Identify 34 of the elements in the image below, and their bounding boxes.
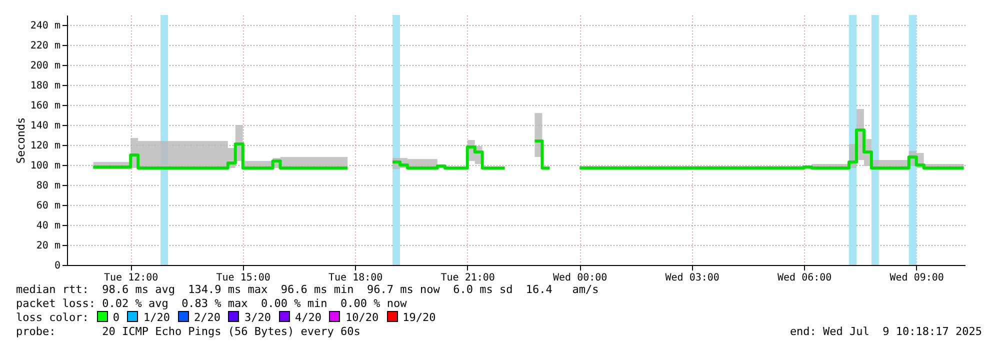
text: 4/20 bbox=[294, 311, 322, 324]
y-tick-label: 140 m bbox=[30, 120, 60, 132]
text: loss color: bbox=[16, 311, 89, 324]
y-tick-label: 160 m bbox=[30, 100, 60, 112]
text: 19/20 bbox=[402, 311, 436, 324]
x-tick-label: Wed 03:00 bbox=[665, 272, 720, 284]
y-tick-label: 100 m bbox=[30, 160, 60, 172]
y-tick-label: 200 m bbox=[30, 60, 60, 72]
x-tick-label: Tue 12:00 bbox=[104, 272, 158, 284]
x-tick-label: Tue 21:00 bbox=[440, 272, 495, 284]
text: probe: 20 ICMP Echo Pings (56 Bytes) every 60s bbox=[16, 325, 360, 338]
y-tick-label: 20 m bbox=[36, 240, 60, 252]
y-tick-label: 80 m bbox=[36, 180, 60, 192]
text: 0 bbox=[112, 311, 120, 324]
text: 2/20 bbox=[194, 311, 220, 324]
y-tick-label: 240 m bbox=[30, 20, 60, 32]
y-tick-label: 180 m bbox=[30, 80, 60, 92]
text: 1/20 bbox=[143, 311, 170, 324]
y-axis-title: Seconds bbox=[14, 117, 28, 164]
text: median rtt: 98.6 ms avg 134.9 ms max 96.6 ms min 96.7 ms now 6.0 ms sd 16.4 am/s bbox=[16, 283, 599, 296]
y-tick-label: 60 m bbox=[36, 200, 60, 212]
text: 10/20 bbox=[345, 311, 379, 324]
x-tick-label: Wed 09:00 bbox=[890, 272, 944, 284]
y-tick-label: 120 m bbox=[30, 140, 60, 152]
y-tick-label: 40 m bbox=[36, 220, 60, 232]
y-tick-label: 220 m bbox=[30, 40, 60, 52]
x-tick-label: Tue 18:00 bbox=[328, 272, 383, 284]
x-tick-label: Tue 15:00 bbox=[216, 272, 270, 284]
x-tick-label: Wed 06:00 bbox=[778, 272, 832, 284]
text: packet loss: 0.02 % avg 0.83 % max 0.00 % min 0.00 % now bbox=[16, 297, 407, 310]
text: end: Wed Jul 9 10:18:17 2025 bbox=[790, 325, 982, 339]
text: 3/20 bbox=[244, 311, 271, 324]
y-tick-label: 0 bbox=[54, 260, 60, 272]
x-tick-label: Wed 00:00 bbox=[553, 272, 608, 284]
